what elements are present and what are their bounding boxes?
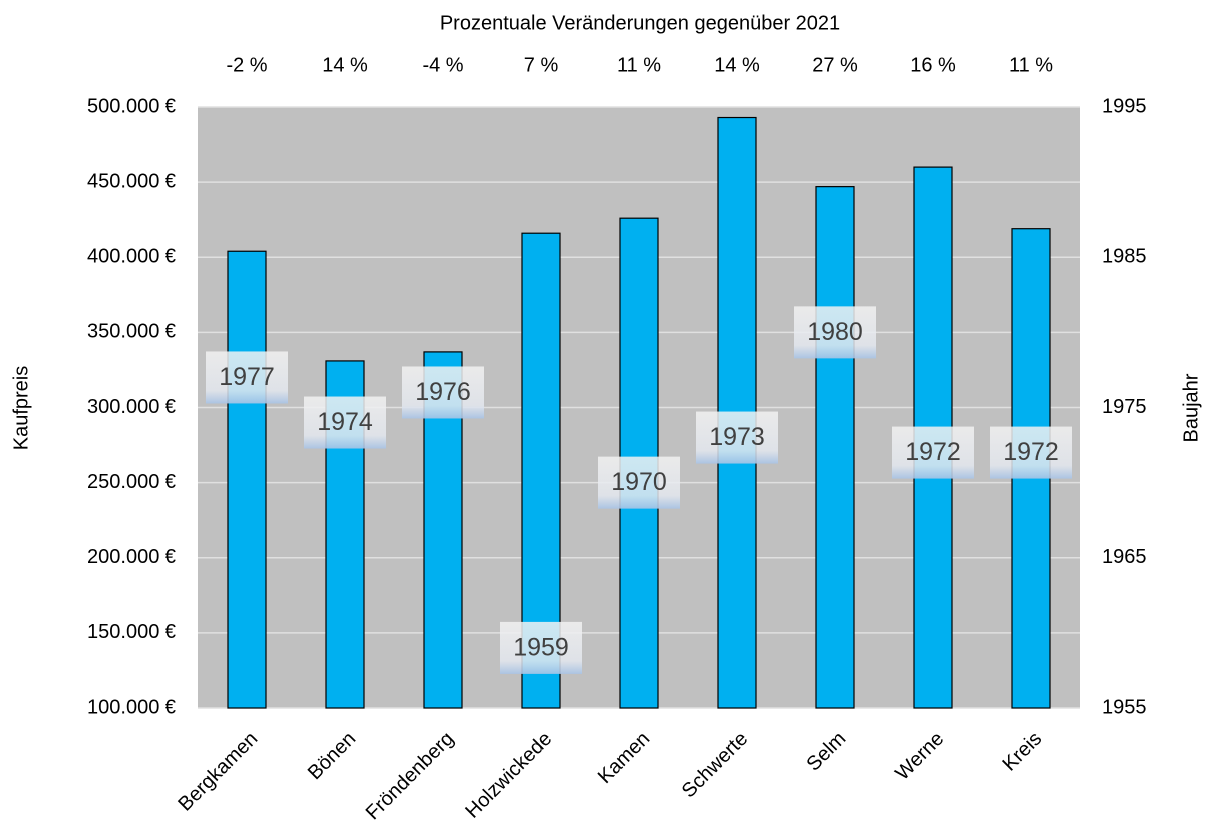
year-label: 1972 — [905, 438, 961, 466]
y-tick-label: 150.000 € — [87, 621, 176, 643]
y-axis-label: Kaufpreis — [10, 366, 32, 451]
bar — [227, 250, 267, 709]
year-label: 1973 — [709, 423, 765, 451]
change-label: 27 % — [812, 54, 858, 76]
y-tick-label: 450.000 € — [87, 170, 176, 192]
x-tick-label: Kreis — [998, 728, 1046, 776]
year-label: 1980 — [807, 318, 863, 346]
y2-tick-label: 1975 — [1102, 396, 1147, 418]
x-tick-label: Holzwickede — [461, 728, 556, 823]
y-tick-label: 500.000 € — [87, 95, 176, 117]
y2-tick-label: 1955 — [1102, 696, 1147, 718]
year-label-box — [794, 306, 876, 359]
change-label: 11 % — [617, 54, 661, 76]
y-tick-label: 200.000 € — [87, 546, 176, 568]
y2-tick-label: 1965 — [1102, 546, 1147, 568]
bar — [815, 186, 855, 709]
chart-title: Prozentuale Veränderungen gegenüber 2021 — [440, 12, 840, 34]
y-tick-label: 100.000 € — [87, 696, 176, 718]
year-label-box — [402, 366, 484, 419]
year-label-box — [892, 426, 974, 479]
year-label: 1972 — [1003, 438, 1059, 466]
change-label: 16 % — [910, 54, 956, 76]
y-tick-label: 300.000 € — [87, 396, 176, 418]
x-tick-label: Werne — [891, 728, 948, 785]
x-tick-label: Kamen — [594, 728, 654, 788]
y-tick-label: 400.000 € — [87, 246, 176, 268]
change-label: -4 % — [422, 54, 463, 76]
change-label: -2 % — [226, 54, 267, 76]
year-label: 1970 — [611, 468, 667, 496]
x-tick-label: Schwerte — [678, 728, 753, 803]
year-label-box — [696, 411, 778, 464]
x-tick-label: Bergkamen — [174, 728, 262, 816]
year-label: 1977 — [219, 363, 275, 391]
y-tick-label: 350.000 € — [87, 321, 176, 343]
change-label: 11 % — [1009, 54, 1053, 76]
year-label-box — [206, 351, 288, 404]
x-tick-label: Fröndenberg — [362, 728, 459, 825]
year-label: 1974 — [317, 408, 373, 436]
year-label: 1959 — [513, 634, 569, 662]
change-label: 14 % — [322, 54, 368, 76]
y2-tick-label: 1995 — [1102, 95, 1147, 117]
year-label: 1976 — [415, 378, 471, 406]
x-tick-label: Selm — [802, 728, 850, 776]
y-tick-label: 250.000 € — [87, 471, 176, 493]
change-label: 7 % — [524, 54, 559, 76]
y2-axis-label: Baujahr — [1180, 373, 1202, 442]
change-label: 14 % — [714, 54, 760, 76]
y2-tick-label: 1985 — [1102, 246, 1147, 268]
year-label-box — [990, 426, 1072, 479]
year-label-box — [500, 621, 582, 674]
year-label-box — [304, 396, 386, 449]
x-tick-label: Bönen — [304, 728, 360, 784]
year-label-box — [598, 456, 680, 509]
